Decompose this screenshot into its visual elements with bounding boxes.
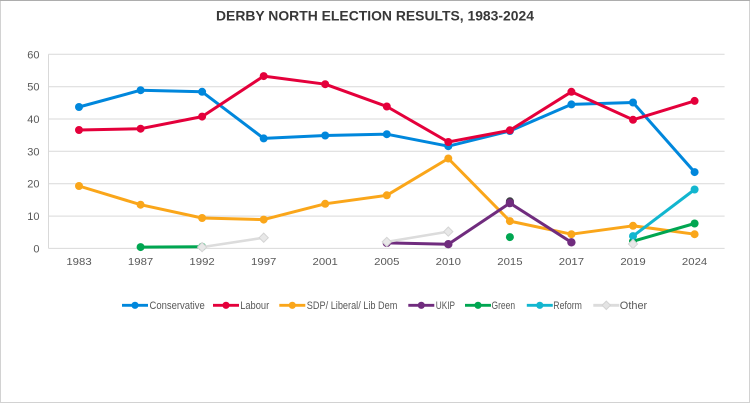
svg-text:2015: 2015 <box>497 256 522 268</box>
svg-text:2024: 2024 <box>682 256 707 268</box>
svg-text:1987: 1987 <box>128 256 153 268</box>
svg-text:30: 30 <box>27 146 39 158</box>
svg-text:1997: 1997 <box>251 256 276 268</box>
svg-text:SDP/ Liberal/ Lib Dem: SDP/ Liberal/ Lib Dem <box>307 300 398 312</box>
svg-text:20: 20 <box>27 179 39 191</box>
svg-text:UKIP: UKIP <box>436 300 455 312</box>
svg-text:40: 40 <box>27 114 39 126</box>
svg-text:50: 50 <box>27 82 39 94</box>
svg-text:2017: 2017 <box>559 256 584 268</box>
svg-text:10: 10 <box>27 211 39 223</box>
svg-text:2010: 2010 <box>436 256 461 268</box>
svg-text:Labour: Labour <box>240 300 269 312</box>
svg-text:0: 0 <box>33 243 39 255</box>
svg-text:1983: 1983 <box>66 256 91 268</box>
svg-text:2019: 2019 <box>620 256 645 268</box>
svg-text:DERBY NORTH ELECTION RESULTS,: DERBY NORTH ELECTION RESULTS, 1983-2024 <box>216 8 534 24</box>
svg-text:1992: 1992 <box>189 256 214 268</box>
svg-text:Other: Other <box>620 300 648 312</box>
svg-text:Reform: Reform <box>553 300 582 312</box>
svg-text:Green: Green <box>492 300 516 312</box>
svg-text:2005: 2005 <box>374 256 399 268</box>
svg-text:60: 60 <box>27 49 39 61</box>
svg-text:2001: 2001 <box>313 256 338 268</box>
svg-text:Conservative: Conservative <box>150 300 205 312</box>
